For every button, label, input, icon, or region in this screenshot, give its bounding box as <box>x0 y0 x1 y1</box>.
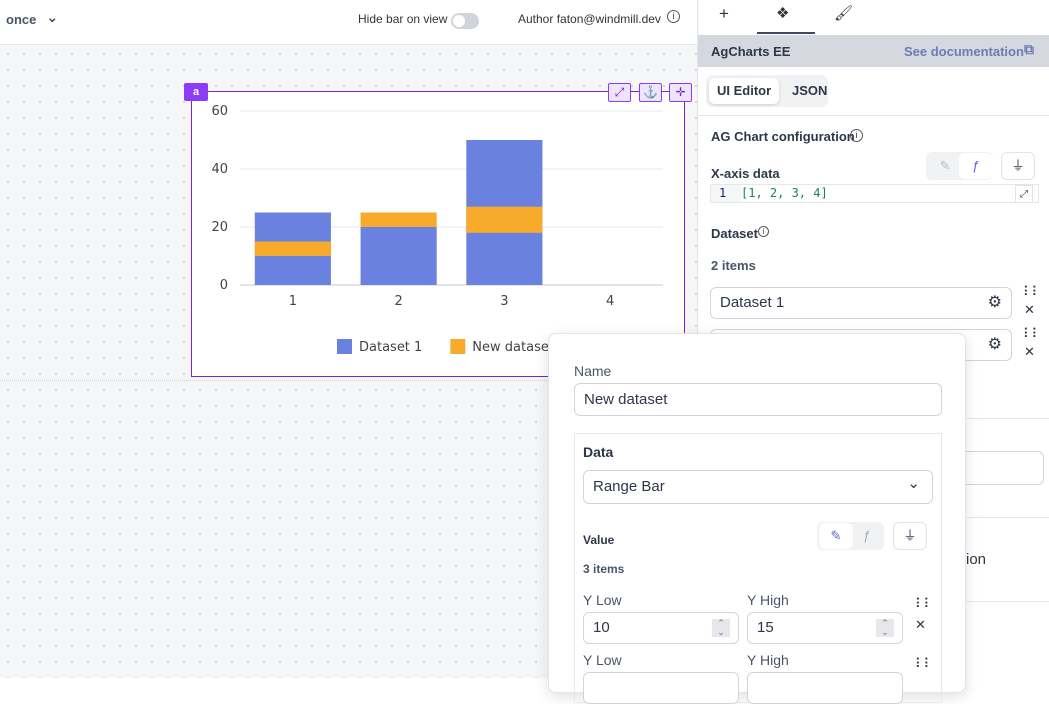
close-icon[interactable]: ✕ <box>915 617 926 632</box>
drag-handle-icon[interactable]: ⠇⠇ <box>1023 326 1041 341</box>
tab-ui-editor[interactable]: UI Editor <box>709 78 780 104</box>
y-tick-label: 60 <box>211 104 228 119</box>
partial-label: ion <box>966 551 987 568</box>
info-icon[interactable]: i <box>667 10 680 23</box>
panel-tabs: + ❖ 🖌︎ <box>698 0 1049 35</box>
close-icon[interactable]: ✕ <box>1024 302 1035 317</box>
data-type-value: Range Bar <box>593 478 665 495</box>
input-mode-toggle: ✎ ƒ <box>926 152 993 180</box>
bar-new-dataset <box>360 212 437 227</box>
function-icon[interactable]: ƒ <box>959 153 993 179</box>
chevron-down-icon[interactable]: ⌄ <box>46 9 59 26</box>
dataset-count: 2 items <box>711 258 756 273</box>
input-mode-toggle: ✎ ƒ <box>817 522 884 550</box>
x-tick-label: 2 <box>394 294 402 309</box>
y-low-input[interactable] <box>583 672 739 704</box>
y-tick-label: 0 <box>220 278 228 293</box>
expand-icon[interactable]: ⤢ <box>608 83 631 102</box>
top-bar: once ⌄ Hide bar on view Author faton@win… <box>0 0 697 45</box>
y-low-label: Y Low <box>583 592 622 608</box>
function-icon[interactable]: ƒ <box>863 528 871 543</box>
info-icon[interactable]: i <box>758 226 769 237</box>
legend-label: New dataset <box>472 340 554 355</box>
plug-icon[interactable]: ⏚ <box>893 522 927 550</box>
hide-bar-label: Hide bar on view <box>358 12 448 26</box>
y-low-label: Y Low <box>583 652 622 668</box>
name-input[interactable]: New dataset <box>574 383 942 416</box>
data-section: Data Range Bar ⌄ Value ✎ ƒ ⏚ 3 items Y Lo… <box>574 433 942 704</box>
dataset-item[interactable]: Dataset 1 ⚙ <box>710 287 1012 319</box>
style-brush-icon[interactable]: 🖌︎ <box>834 5 854 22</box>
xaxis-label: X-axis data <box>711 166 780 181</box>
tab-json[interactable]: JSON <box>792 83 828 98</box>
y-low-input[interactable]: 10 ⌃ ⌄ <box>583 612 739 644</box>
x-tick-label: 3 <box>500 294 508 309</box>
chart-component[interactable]: 0 20 40 60 1 2 3 4 Dataset 1 New dataset <box>191 91 685 377</box>
xaxis-code-editor[interactable]: 1 [1, 2, 3, 4] ⤢ <box>710 184 1039 203</box>
legend-swatch <box>450 339 466 354</box>
stepper-icon[interactable]: ⌃ ⌄ <box>876 619 894 637</box>
chevron-down-icon: ⌄ <box>907 475 920 492</box>
legend-swatch <box>337 339 352 354</box>
pencil-icon[interactable]: ✎ <box>819 523 853 549</box>
author-label: Author faton@windmill.dev <box>518 12 661 26</box>
y-tick-label: 40 <box>211 162 228 177</box>
drag-handle-icon[interactable]: ⠇⠇ <box>915 596 933 611</box>
name-label: Name <box>574 363 612 379</box>
anchor-icon[interactable]: ⚓ <box>639 83 662 102</box>
y-high-input[interactable]: 15 ⌃ ⌄ <box>747 612 903 644</box>
run-mode-select[interactable]: once <box>6 12 37 27</box>
bar-new-dataset <box>254 241 331 256</box>
external-link-icon[interactable]: ⧉ <box>1024 41 1034 57</box>
data-label: Data <box>583 444 614 460</box>
expand-editor-icon[interactable]: ⤢ <box>1015 185 1033 203</box>
active-tab-indicator <box>757 32 815 34</box>
gear-icon[interactable]: ⚙ <box>987 294 1002 311</box>
component-id-badge[interactable]: a <box>184 83 208 101</box>
y-low-value: 10 <box>593 619 610 636</box>
gear-icon[interactable]: ⚙ <box>987 336 1002 353</box>
plug-icon[interactable]: ⏚ <box>1001 152 1035 180</box>
canvas-divider <box>0 380 697 381</box>
value-label: Value <box>583 533 615 547</box>
editor-mode-toggle: UI Editor JSON <box>706 75 828 107</box>
value-count: 3 items <box>583 562 625 576</box>
dataset-settings-popover: Name New dataset Data Range Bar ⌄ Value ✎… <box>548 333 966 704</box>
stepper-icon[interactable]: ⌃ ⌄ <box>712 619 730 637</box>
dataset-name: Dataset 1 <box>720 294 785 311</box>
y-high-value: 15 <box>757 619 774 636</box>
components-icon[interactable]: ❖ <box>776 5 790 22</box>
legend-label: Dataset 1 <box>359 340 422 355</box>
component-title: AgCharts EE <box>711 44 791 59</box>
y-high-input[interactable] <box>747 672 903 704</box>
divider <box>698 115 1049 116</box>
info-icon[interactable]: i <box>850 129 863 142</box>
drag-handle-icon[interactable]: ⠇⠇ <box>1023 284 1041 299</box>
close-icon[interactable]: ✕ <box>1024 344 1035 359</box>
tab-insert[interactable]: + <box>719 4 729 23</box>
xaxis-code[interactable]: [1, 2, 3, 4] <box>741 186 828 200</box>
bar-dataset-1 <box>360 227 437 285</box>
dataset-label: Dataset <box>711 226 758 241</box>
x-tick-label: 4 <box>606 294 614 309</box>
documentation-link[interactable]: See documentation <box>904 44 1024 59</box>
hide-bar-toggle[interactable] <box>451 13 479 29</box>
x-tick-label: 1 <box>289 294 297 309</box>
y-high-label: Y High <box>747 592 789 608</box>
panel-header: AgCharts EE See documentation ⧉ <box>698 35 1049 67</box>
chart: 0 20 40 60 1 2 3 4 Dataset 1 New dataset <box>211 104 663 355</box>
y-high-label: Y High <box>747 652 789 668</box>
pencil-icon[interactable]: ✎ <box>939 158 951 173</box>
data-type-select[interactable]: Range Bar ⌄ <box>583 470 933 504</box>
bar-new-dataset <box>466 206 543 233</box>
y-tick-label: 20 <box>211 220 228 235</box>
move-icon[interactable]: ✛ <box>669 83 692 102</box>
line-number: 1 <box>711 185 741 202</box>
drag-handle-icon[interactable]: ⠇⠇ <box>915 656 933 671</box>
config-label: AG Chart configuration <box>711 129 855 144</box>
